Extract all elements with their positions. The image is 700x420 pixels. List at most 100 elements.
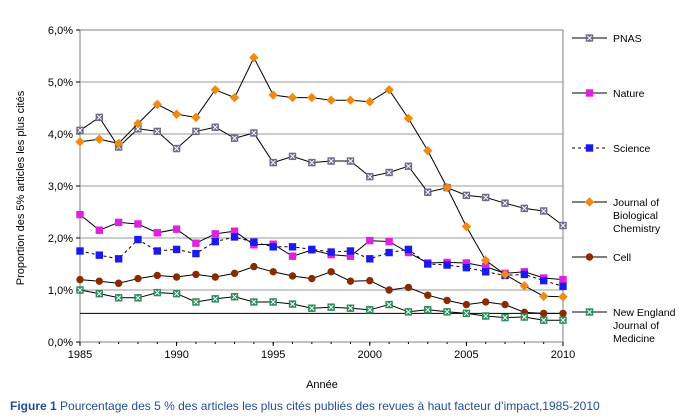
data-point-science: [153, 247, 161, 255]
data-point-cell: [482, 298, 490, 306]
data-point-cell: [250, 262, 258, 271]
data-point-journal-of-biological-chemistry: [229, 92, 240, 103]
y-tick-label: 0,0%: [48, 337, 73, 349]
legend-item-science: Science: [572, 143, 651, 155]
data-point-science: [95, 251, 104, 259]
data-point-pnas-cross: [463, 192, 469, 198]
data-point-nature: [172, 225, 181, 233]
data-point-science: [192, 249, 200, 258]
data-point-journal-of-biological-chemistry: [307, 92, 317, 103]
data-point-new-england-journal-of-medicine-cross: [232, 294, 238, 300]
data-point-new-england-journal-of-medicine-cross: [135, 295, 141, 301]
legend-marker: [584, 197, 595, 207]
legend-label: Journal of: [613, 197, 659, 209]
data-point-journal-of-biological-chemistry: [152, 99, 162, 110]
legend-label: Biological: [613, 210, 658, 222]
data-point-pnas-cross: [270, 160, 276, 166]
data-point-new-england-journal-of-medicine-cross: [77, 287, 83, 293]
data-point-cell: [211, 273, 219, 281]
data-point-cell: [501, 300, 509, 309]
data-point-pnas-cross: [309, 160, 315, 166]
data-point-new-england-journal-of-medicine-cross: [328, 304, 334, 310]
data-point-journal-of-biological-chemistry: [75, 137, 85, 147]
y-axis-title: Proportion des 5% articles les plus cité…: [15, 90, 27, 285]
legend-label: PNAS: [613, 33, 642, 45]
x-tick-label: 1995: [261, 349, 285, 361]
data-point-cell: [230, 269, 239, 278]
data-point-new-england-journal-of-medicine-cross: [193, 299, 199, 305]
legend-label: Medicine: [613, 333, 655, 345]
data-point-new-england-journal-of-medicine-cross: [405, 309, 411, 315]
y-tick-label: 2,0%: [48, 233, 73, 245]
x-tick-label: 1990: [164, 349, 188, 361]
x-tick-label: 2005: [454, 349, 478, 361]
data-point-science: [250, 238, 258, 246]
data-point-new-england-journal-of-medicine-cross: [521, 314, 527, 320]
legend-item-pnas: PNAS: [572, 33, 642, 45]
data-point-nature: [134, 220, 142, 228]
data-point-cell: [385, 286, 393, 294]
tick-labels: 0,0% 1,0% 2,0% 3,0% 4,0% 5,0% 6,0% 1985 1990 1995…: [48, 25, 575, 361]
data-point-new-england-journal-of-medicine-cross: [116, 295, 122, 301]
data-point-new-england-journal-of-medicine-cross: [560, 317, 566, 323]
data-point-journal-of-biological-chemistry: [94, 134, 105, 144]
data-point-nature: [95, 226, 104, 234]
data-point-journal-of-biological-chemistry: [461, 221, 472, 232]
data-point-pnas-cross: [251, 130, 257, 136]
data-point-science: [327, 248, 335, 256]
data-point-new-england-journal-of-medicine-cross: [270, 299, 276, 305]
data-point-nature: [192, 239, 200, 247]
figure-caption-text: Pourcentage des 5 % des articles les plu…: [60, 399, 600, 413]
data-point-pnas-cross: [328, 158, 334, 164]
y-tick-label: 3,0%: [48, 181, 73, 193]
data-point-science: [269, 243, 277, 251]
data-point-journal-of-biological-chemistry: [481, 255, 491, 266]
data-point-journal-of-biological-chemistry: [538, 291, 549, 301]
data-point-science: [482, 268, 490, 276]
data-point-pnas-cross: [521, 205, 527, 211]
data-point-journal-of-biological-chemistry: [171, 109, 182, 119]
data-point-nature: [114, 218, 123, 227]
series-new-england-journal-of-medicine: [76, 286, 567, 324]
data-point-nature: [153, 229, 161, 237]
data-point-science: [539, 276, 548, 285]
series-cell: [76, 262, 567, 318]
data-point-pnas-cross: [560, 222, 566, 229]
data-point-science: [443, 261, 451, 269]
data-point-science: [172, 245, 181, 254]
data-point-new-england-journal-of-medicine-cross: [502, 315, 508, 321]
data-point-pnas-cross: [347, 158, 354, 164]
data-point-science: [346, 247, 355, 255]
data-point-science: [288, 243, 297, 251]
data-point-science: [308, 245, 316, 254]
legend-label: Journal of: [613, 320, 659, 332]
legend-label: Science: [613, 143, 651, 155]
data-point-journal-of-biological-chemistry: [268, 90, 278, 100]
data-point-new-england-journal-of-medicine-cross: [212, 296, 218, 302]
data-point-new-england-journal-of-medicine-cross: [541, 317, 547, 323]
data-point-journal-of-biological-chemistry: [133, 118, 143, 129]
data-point-journal-of-biological-chemistry: [423, 145, 433, 156]
data-point-pnas-cross: [96, 114, 102, 120]
data-point-science: [559, 282, 567, 291]
data-point-new-england-journal-of-medicine-cross: [309, 305, 315, 311]
data-point-new-england-journal-of-medicine-cross: [425, 307, 431, 313]
y-tick-label: 1,0%: [48, 285, 73, 297]
data-point-pnas-cross: [502, 200, 508, 206]
legend-label: Chemistry: [613, 223, 661, 235]
legend-item-nature: Nature: [572, 88, 645, 100]
data-point-nature: [76, 210, 84, 219]
data-point-new-england-journal-of-medicine-cross: [154, 290, 160, 296]
data-point-new-england-journal-of-medicine-cross: [347, 305, 354, 311]
data-point-science: [76, 247, 84, 255]
data-point-new-england-journal-of-medicine-cross: [483, 313, 489, 319]
data-point-pnas-cross: [212, 124, 218, 130]
figure-caption: Figure 1 Pourcentage des 5 % des article…: [10, 399, 700, 413]
data-point-science: [134, 235, 142, 244]
data-point-pnas-cross: [289, 153, 296, 159]
y-tick-label: 6,0%: [48, 25, 73, 37]
series-lines: [75, 52, 568, 324]
series-line-nature: [79, 214, 564, 281]
data-point-cell: [346, 277, 355, 285]
data-point-new-england-journal-of-medicine-cross: [463, 310, 469, 316]
